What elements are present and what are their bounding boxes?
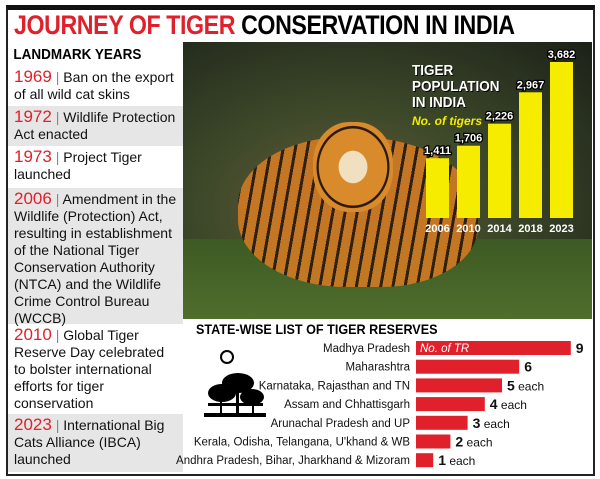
reserve-value-label: 2 each: [455, 434, 492, 450]
population-year-label: 2023: [549, 223, 573, 235]
event-text: Wildlife Protection Act enacted: [14, 109, 176, 142]
population-bar: [457, 145, 480, 218]
reserve-bar: [416, 415, 468, 430]
landmark-event: 1973 | Project Tiger launched: [14, 147, 142, 182]
reserve-value-label: 3 each: [473, 415, 510, 431]
event-year: 1972: [14, 107, 52, 126]
reserve-value-label: 1 each: [438, 452, 475, 468]
population-bar: [550, 62, 573, 218]
reserve-bar: [416, 359, 520, 374]
population-value-label: 1,411: [424, 145, 451, 157]
reserve-state-label: Arunachal Pradesh and UP: [271, 418, 411, 430]
landmark-years: LANDMARK YEARS 1969 | Ban on the export …: [8, 43, 183, 472]
population-value-label: 2,967: [517, 79, 545, 91]
reserve-value-label: 4 each: [490, 396, 527, 412]
event-text: Global Tiger Reserve Day celebrated to b…: [14, 327, 165, 411]
event-year: 2010: [14, 325, 52, 344]
reserve-value-label: 9: [576, 340, 584, 356]
landmark-event: 2023 | International Big Cats Alliance (…: [8, 414, 183, 472]
reserve-value-label: 6: [524, 359, 532, 375]
reserve-bar: [416, 434, 451, 449]
population-bar: [488, 123, 511, 218]
event-year: 1973: [14, 147, 52, 166]
reserve-bar: [416, 341, 571, 355]
landmark-event: 1972 | Wildlife Protection Act enacted: [8, 106, 183, 146]
page-title: JOURNEY OF TIGER CONSERVATION IN INDIA: [14, 10, 515, 41]
event-year: 2023: [14, 415, 52, 434]
title-black: CONSERVATION IN INDIA: [241, 10, 515, 40]
reserve-state-label: Karnataka, Rajasthan and TN: [259, 380, 410, 392]
reserve-state-label: Assam and Chhattisgarh: [284, 399, 410, 411]
reserve-legend-label: No. of TR: [420, 343, 469, 355]
population-unit: No. of tigers: [412, 114, 483, 128]
population-value-label: 3,682: [548, 49, 576, 61]
population-value-label: 1,706: [455, 133, 483, 145]
event-year: 2006: [14, 189, 52, 208]
reserves-title: STATE-WISE LIST OF TIGER RESERVES: [196, 321, 438, 337]
reserve-state-label: Kerala, Odisha, Telangana, U'khand & WB: [194, 437, 410, 449]
population-bar: [519, 92, 542, 218]
event-year: 1969: [14, 67, 52, 86]
reserve-state-label: Madhya Pradesh: [323, 343, 410, 355]
reserve-bar: [416, 378, 502, 393]
event-text: Project Tiger launched: [14, 149, 142, 182]
landmark-event: 1969 | Ban on the export of all wild cat…: [14, 67, 174, 102]
reserve-value-label: 5 each: [507, 377, 544, 393]
population-year-label: 2010: [456, 223, 480, 235]
population-value-label: 2,226: [486, 111, 514, 123]
population-year-label: 2006: [425, 223, 449, 235]
landmark-event: 2006 | Amendment in the Wildlife (Protec…: [8, 188, 183, 326]
forest-sun-icon: [204, 350, 266, 417]
reserve-state-label: Andhra Pradesh, Bihar, Jharkhand & Mizor…: [176, 455, 410, 467]
event-text: Ban on the export of all wild cat skins: [14, 69, 174, 102]
population-bar: [426, 158, 449, 218]
event-text: International Big Cats Alliance (IBCA) l…: [14, 417, 165, 467]
population-year-label: 2014: [487, 223, 512, 235]
landmark-heading: LANDMARK YEARS: [13, 46, 142, 63]
event-text: Amendment in the Wildlife (Protection) A…: [14, 191, 177, 326]
population-title: TIGER POPULATION IN INDIA: [412, 62, 500, 111]
population-year-label: 2018: [518, 223, 542, 235]
landmark-event: 2010 | Global Tiger Reserve Day celebrat…: [14, 325, 165, 411]
title-red: JOURNEY OF TIGER: [14, 10, 236, 40]
reserve-bar: [416, 397, 485, 412]
frame: [6, 5, 595, 476]
reserve-bar: [416, 453, 434, 468]
reserve-state-label: Maharashtra: [345, 362, 410, 374]
